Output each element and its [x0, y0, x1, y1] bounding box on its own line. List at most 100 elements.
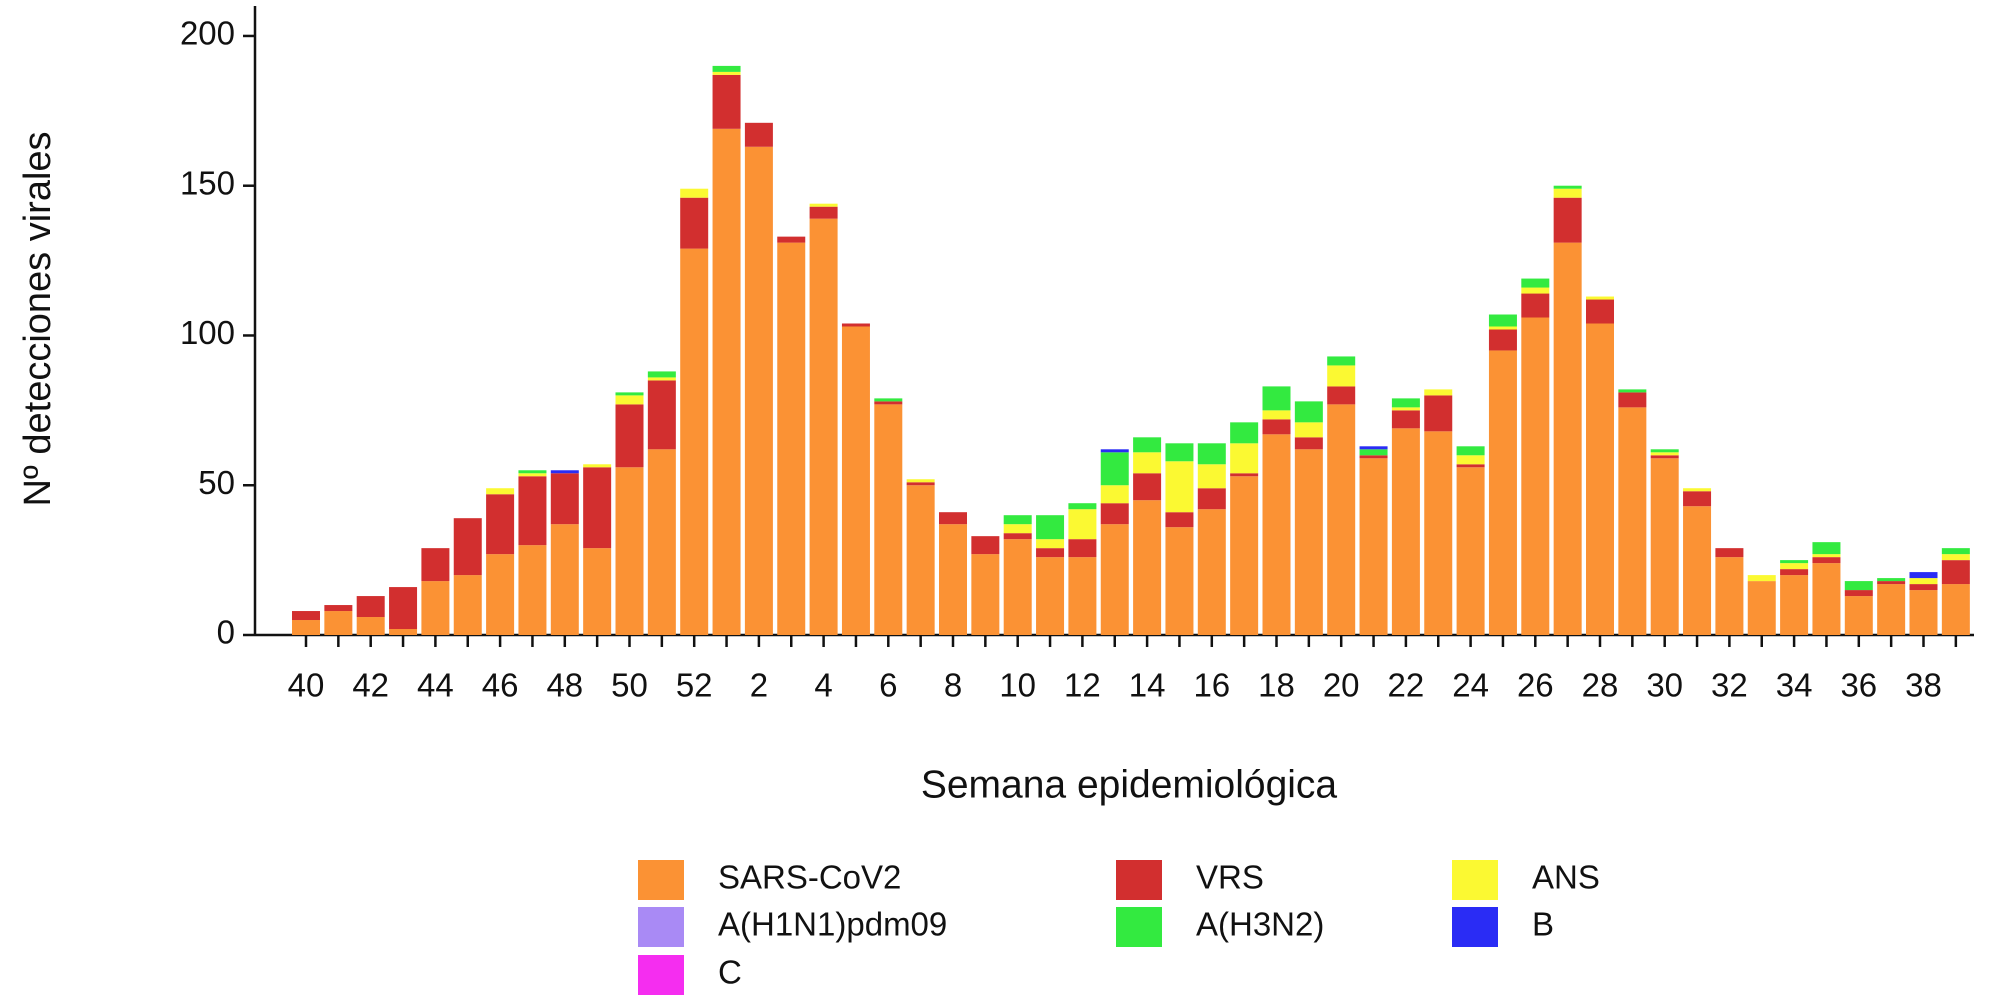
x-tick-label: 30 [1646, 667, 1683, 704]
bar-segment [1230, 443, 1259, 474]
bar-segment [1165, 443, 1194, 462]
bar-segment [1359, 446, 1388, 450]
bar-segment [841, 326, 870, 635]
bar-segment [1262, 386, 1291, 411]
bar-segment [1909, 578, 1938, 585]
bar-segment [1780, 563, 1809, 570]
bar-segment [1521, 287, 1550, 294]
bar-segment [518, 470, 547, 474]
bar-segment [680, 188, 709, 198]
bar-segment [1877, 578, 1906, 582]
bar-segment [809, 218, 838, 635]
bar-segment [1230, 473, 1259, 477]
bar-segment [1327, 365, 1356, 387]
bar-segment [1812, 542, 1841, 555]
x-tick-label: 48 [546, 667, 583, 704]
bar-segment [1327, 356, 1356, 366]
legend-swatch [638, 907, 684, 947]
bar-segment [1844, 590, 1873, 597]
bar-segment [1262, 419, 1291, 435]
bar-segment [1780, 560, 1809, 564]
x-tick-label: 36 [1840, 667, 1877, 704]
bar-segment [1521, 317, 1550, 635]
bar-segment [1003, 539, 1032, 635]
bar-segment [421, 581, 450, 635]
bar-segment [1844, 581, 1873, 591]
bar-segment [1521, 278, 1550, 288]
bar-segment [615, 395, 644, 405]
bar-segment [1586, 296, 1614, 300]
bar-segment [1456, 446, 1485, 456]
bar-segment [550, 473, 579, 525]
x-tick-label: 18 [1258, 667, 1295, 704]
y-tick-label: 100 [180, 314, 235, 351]
bar-segment [971, 554, 1000, 635]
bar-segment [1197, 509, 1226, 635]
legend-label: ANS [1532, 859, 1600, 896]
bar-segment [1909, 584, 1938, 591]
x-tick-label: 38 [1905, 667, 1942, 704]
bar-segment [1424, 395, 1453, 432]
bar-segment [906, 485, 935, 635]
x-tick-label: 14 [1129, 667, 1166, 704]
bar-segment [1456, 455, 1485, 465]
x-tick-label: 42 [352, 667, 389, 704]
bar-segment [647, 449, 676, 635]
bar-segment [486, 554, 515, 635]
bar-segment [1133, 452, 1162, 474]
bar-segment [550, 470, 579, 474]
x-tick-label: 24 [1452, 667, 1489, 704]
bar-segment [1165, 461, 1194, 513]
bar-segment [1068, 503, 1097, 510]
bar-segment [1391, 398, 1420, 408]
bar-segment [1909, 590, 1938, 635]
bar-segment [712, 128, 741, 636]
bar-segment [1294, 437, 1323, 450]
bar-segment [356, 596, 385, 618]
x-tick-label: 8 [944, 667, 962, 704]
legend-label: B [1532, 906, 1554, 943]
bar-segment [421, 548, 450, 582]
bar-segment [1683, 491, 1712, 507]
bar-segment [1391, 407, 1420, 411]
bar-segment [874, 404, 903, 635]
bar-segment [518, 473, 547, 477]
bar-segment [1197, 464, 1226, 489]
bar-segment [615, 404, 644, 468]
x-tick-label: 34 [1776, 667, 1813, 704]
legend-swatch [638, 955, 684, 995]
bar-segment [1003, 533, 1032, 540]
bar-segment [453, 575, 482, 635]
bar-segment [777, 242, 806, 635]
bar-segment [1941, 560, 1970, 585]
bar-segment [1715, 548, 1744, 558]
bar-segment [1133, 500, 1162, 635]
x-tick-label: 12 [1064, 667, 1101, 704]
bar-segment [1618, 389, 1647, 393]
bar-segment [1553, 197, 1582, 243]
bar-segment [647, 380, 676, 450]
y-tick-label: 150 [180, 164, 235, 201]
bar-segment [1100, 452, 1129, 486]
bar-segment [1877, 584, 1906, 635]
legend-label: VRS [1196, 859, 1264, 896]
bar-segment [906, 482, 935, 486]
bar-segment [712, 74, 741, 129]
bar-segment [1133, 437, 1162, 453]
bar-segment [1068, 557, 1097, 635]
x-tick-label: 16 [1193, 667, 1230, 704]
bar-segment [389, 587, 418, 630]
bar-segment [1197, 488, 1226, 510]
x-tick-label: 50 [611, 667, 648, 704]
bar-segment [1586, 299, 1614, 324]
bar-segment [1812, 557, 1841, 564]
bar-segment [1230, 476, 1259, 635]
bar-segment [1262, 410, 1291, 420]
bar-segment [1456, 464, 1485, 468]
bar-segment [1618, 407, 1647, 635]
bar-segment [1391, 410, 1420, 429]
legend-label: A(H3N2) [1196, 906, 1324, 943]
bar-segment [486, 488, 515, 495]
bar-segment [874, 401, 903, 405]
